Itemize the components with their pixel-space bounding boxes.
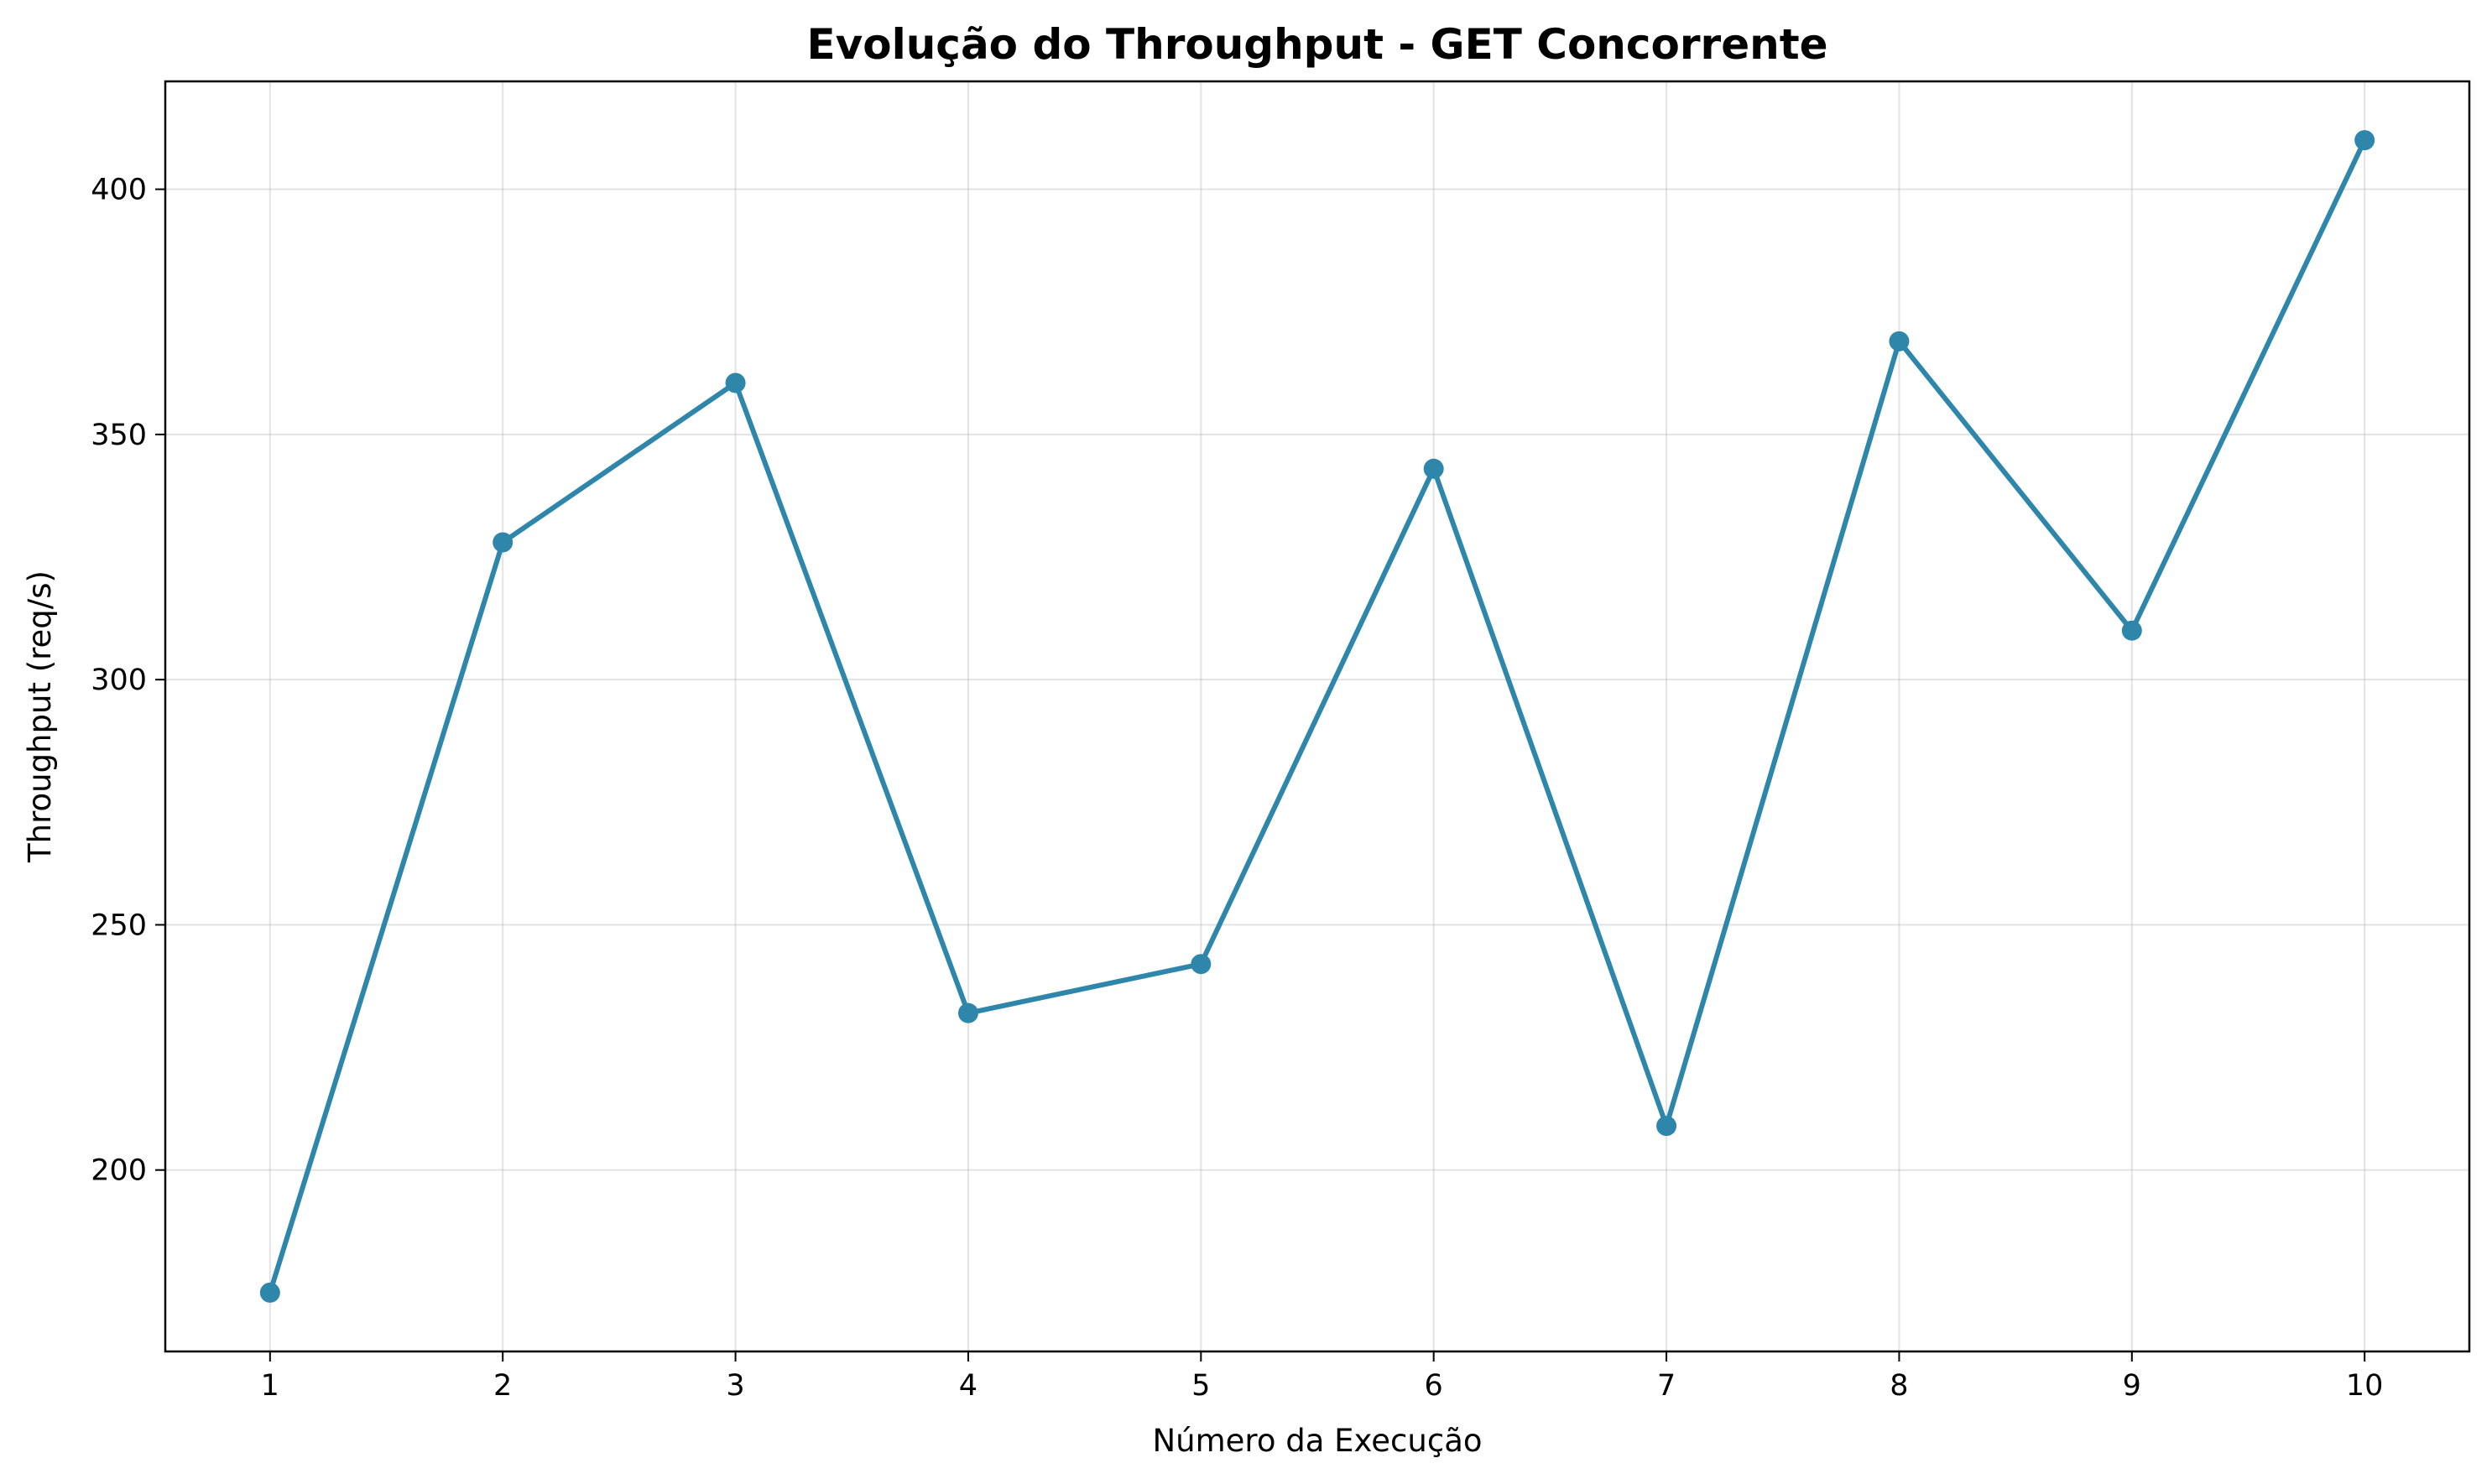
data-point: [2121, 620, 2142, 641]
x-tick-label: 9: [2123, 1369, 2141, 1403]
x-tick-label: 2: [493, 1369, 512, 1403]
chart-title: Evolução do Throughput - GET Concorrente: [806, 20, 1827, 69]
data-point: [493, 532, 514, 553]
data-point: [725, 372, 746, 393]
data-point: [1889, 331, 1910, 351]
x-axis-label: Número da Execução: [1153, 1423, 1483, 1459]
y-tick-label: 300: [91, 664, 147, 697]
grid: [165, 81, 2469, 1351]
data-point: [957, 1002, 978, 1023]
x-tick-label: 8: [1890, 1369, 1908, 1403]
x-tick-label: 10: [2346, 1369, 2384, 1403]
data-point: [259, 1282, 280, 1303]
x-tick-label: 5: [1191, 1369, 1210, 1403]
x-tick-label: 6: [1425, 1369, 1443, 1403]
y-tick-label: 350: [91, 419, 147, 452]
x-tick-label: 1: [261, 1369, 279, 1403]
data-point: [1191, 954, 1212, 975]
y-tick-label: 250: [91, 909, 147, 942]
y-axis-label: Throughput (req/s): [22, 570, 58, 863]
data-series: [259, 130, 2375, 1303]
x-tick-label: 4: [959, 1369, 978, 1403]
y-tick-label: 400: [91, 174, 147, 207]
data-point: [1423, 458, 1444, 479]
y-tick-label: 200: [91, 1154, 147, 1188]
data-point: [2354, 130, 2375, 151]
plot-area-frame: [164, 80, 2471, 1353]
x-tick-label: 3: [726, 1369, 744, 1403]
data-point: [1656, 1116, 1677, 1137]
x-tick-label: 7: [1657, 1369, 1676, 1403]
axis-ticks: 1 2 3 4 5 6 7 8 9 10 200 250 300 350 400: [91, 174, 2383, 1403]
series-line: [267, 138, 2368, 1295]
